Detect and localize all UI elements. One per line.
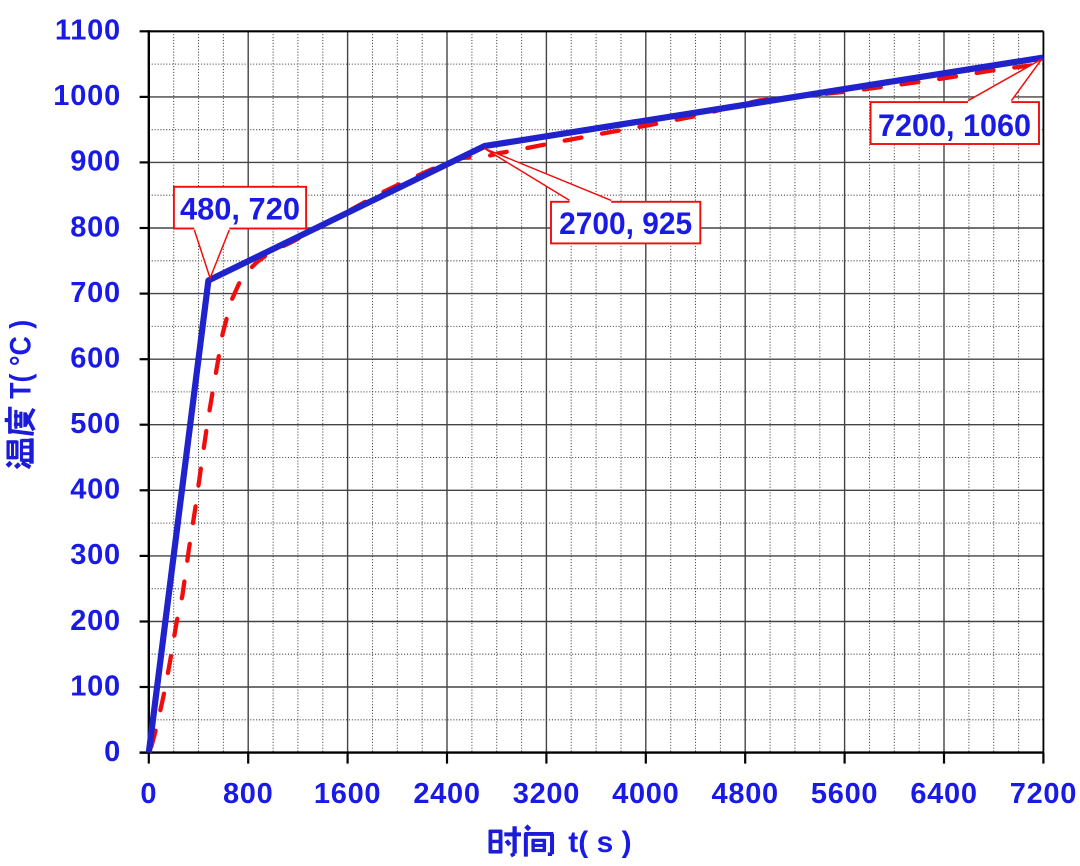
svg-text:400: 400 bbox=[70, 474, 121, 506]
svg-text:1000: 1000 bbox=[53, 80, 121, 112]
svg-text:1100: 1100 bbox=[55, 15, 121, 47]
svg-text:800: 800 bbox=[223, 778, 274, 810]
svg-text:700: 700 bbox=[70, 277, 121, 309]
svg-text:7200: 7200 bbox=[1010, 778, 1077, 810]
svg-text:t( s ): t( s ) bbox=[568, 826, 631, 859]
svg-text:600: 600 bbox=[70, 343, 121, 375]
svg-text:1600: 1600 bbox=[314, 778, 381, 810]
svg-text:500: 500 bbox=[70, 408, 121, 440]
svg-text:100: 100 bbox=[70, 670, 121, 702]
svg-text:0: 0 bbox=[104, 736, 121, 768]
svg-text:6400: 6400 bbox=[910, 778, 977, 810]
svg-text:5600: 5600 bbox=[811, 778, 878, 810]
svg-text:800: 800 bbox=[70, 211, 121, 243]
svg-text:7200, 1060: 7200, 1060 bbox=[878, 107, 1031, 143]
svg-text:3200: 3200 bbox=[513, 778, 580, 810]
svg-text:2700, 925: 2700, 925 bbox=[559, 205, 692, 241]
svg-text:4800: 4800 bbox=[712, 778, 779, 810]
svg-text:900: 900 bbox=[70, 146, 121, 178]
svg-text:2400: 2400 bbox=[413, 778, 480, 810]
svg-text:T( °C ): T( °C ) bbox=[4, 320, 37, 399]
svg-text:480, 720: 480, 720 bbox=[180, 191, 300, 227]
svg-text:4000: 4000 bbox=[612, 778, 679, 810]
svg-text:0: 0 bbox=[140, 778, 157, 810]
svg-text:300: 300 bbox=[70, 539, 121, 571]
svg-text:200: 200 bbox=[70, 605, 121, 637]
